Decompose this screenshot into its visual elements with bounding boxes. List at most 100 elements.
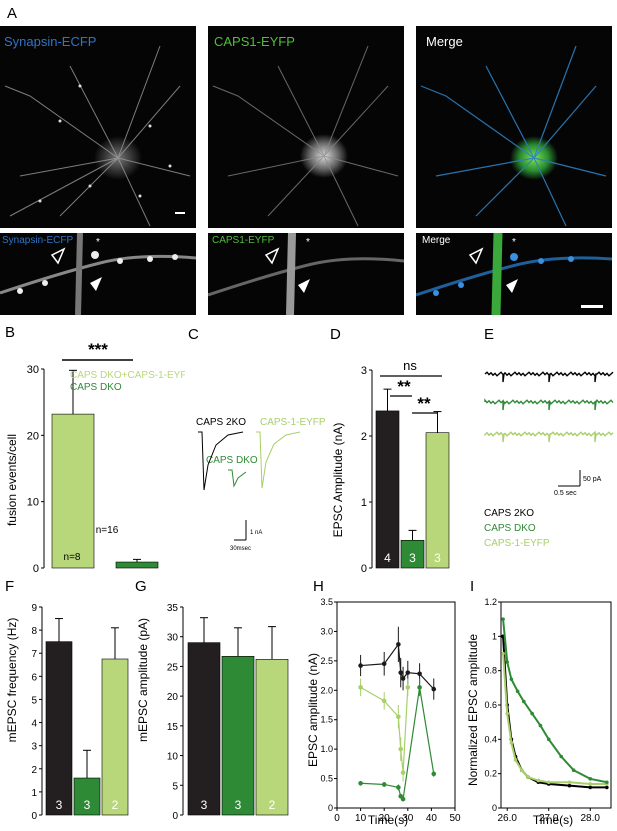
panel-letter-g: G [135, 578, 147, 595]
data-point [431, 771, 437, 777]
label-c-dko: CAPS DKO [206, 455, 258, 466]
data-point [588, 785, 593, 790]
y-tick-label: 0 [361, 563, 367, 575]
panel-letter-c: C [188, 326, 199, 343]
n-label: 2 [269, 798, 276, 812]
data-point [536, 778, 541, 783]
bar-0 [45, 641, 73, 816]
y-tick-label: 5 [172, 781, 178, 792]
label-caps1-bottom: CAPS1-EYFP [212, 235, 275, 246]
y-tick-label: 8 [31, 626, 37, 637]
chart-b-ylabel: fusion events/cell [5, 434, 19, 526]
label-synapsin-top: Synapsin-ECFP [4, 34, 97, 49]
scale-e-x: 0.5 sec [554, 490, 577, 497]
bar-2 [255, 658, 289, 816]
y-tick-label: 20 [27, 430, 39, 442]
neuron-image [212, 45, 399, 227]
y-tick-label: 2 [361, 431, 367, 443]
data-point [588, 777, 593, 781]
data-point [501, 651, 505, 656]
dendrite-image [0, 233, 196, 315]
micrograph-merge-zoom: Merge * [416, 233, 612, 315]
chart-i-xlabel: Time(s) [533, 813, 573, 827]
data-point [522, 699, 526, 704]
n-label: 2 [112, 798, 119, 812]
chart-b: fusion events/cell 0 10 20 30 *** CAPS DKO+… [5, 340, 185, 575]
data-point [400, 676, 406, 681]
bar-0 [375, 410, 400, 569]
data-point [358, 780, 363, 786]
label-merge-bottom: Merge [422, 235, 451, 246]
legend-e-rescue: CAPS-1-EYFP [484, 538, 550, 549]
chart-g: mEPSC amplitude (pA) 0 5 10 15 20 25 30 35 3 3 2 [136, 603, 289, 822]
data-point [396, 714, 401, 720]
bar-2 [101, 658, 129, 816]
label-merge-top: Merge [426, 34, 463, 49]
x-tick-label: 20 [379, 813, 391, 824]
series-line-1 [360, 686, 409, 773]
y-tick-label: 4 [31, 719, 37, 730]
scale-e-y: 50 pA [583, 476, 602, 483]
y-tick-label: 1.0 [320, 744, 333, 754]
panel-letter-f: F [5, 578, 15, 595]
bar-1 [221, 656, 255, 816]
data-point [396, 642, 401, 647]
trace-c-dko [228, 469, 247, 488]
data-point [381, 698, 387, 704]
neuron-image [420, 45, 607, 227]
bar-1 [400, 539, 425, 569]
ns-label: ns [403, 358, 417, 373]
data-point [381, 782, 387, 787]
asterisk-marker: * [96, 237, 100, 248]
significance-stars: *** [88, 340, 108, 359]
y-tick-label: 25 [167, 662, 179, 673]
data-point [405, 685, 411, 690]
data-point [431, 686, 437, 692]
y-tick-label: 7 [31, 649, 37, 660]
micrograph-caps1-zoom: CAPS1-EYFP * [208, 233, 404, 315]
label-synapsin-bottom: Synapsin-ECFP [2, 235, 74, 246]
asterisk-marker: * [306, 237, 310, 248]
y-tick-label: 0 [328, 803, 333, 813]
y-tick-label: 9 [31, 603, 37, 614]
chart-g-ylabel: mEPSC amplitude (pA) [136, 618, 150, 742]
chart-f-ylabel: mEPSC frequency (Hz) [5, 618, 19, 743]
bar-0 [51, 413, 95, 569]
y-tick-label: 0.6 [484, 700, 497, 710]
data-point [398, 746, 404, 752]
data-point [567, 780, 572, 785]
y-tick-label: 30 [27, 364, 39, 376]
x-tick-label: 27.0 [539, 813, 559, 824]
chart-d-ylabel: EPSC Amplitude (nA) [331, 423, 345, 538]
stars-d-1: ** [397, 377, 411, 396]
data-point [530, 711, 534, 716]
chart-h: EPSC amplitude (nA) Time(s) 0 10 20 30 40 50 0… [306, 597, 461, 827]
data-point [505, 660, 510, 664]
n-label: 3 [84, 798, 91, 812]
data-point [398, 670, 404, 675]
panel-e-traces: 50 pA 0.5 sec CAPS 2KO CAPS DKO CAPS-1-E… [484, 371, 614, 549]
data-point [567, 783, 572, 788]
data-point [417, 671, 422, 677]
label-c-2ko: CAPS 2KO [196, 417, 246, 428]
data-point [400, 770, 406, 775]
y-tick-label: 0 [31, 811, 37, 822]
data-point [501, 617, 505, 621]
label-c-rescue: CAPS-1-EYFP [260, 417, 326, 428]
y-tick-label: 0 [172, 811, 178, 822]
trace-e-1 [484, 398, 614, 411]
data-point [519, 768, 524, 773]
micrograph-synapsin-zoom: Synapsin-ECFP * [0, 233, 196, 315]
data-point [505, 711, 510, 716]
chart-i: Normalized EPSC amplitude Time(s) 26.0 27… [466, 597, 612, 827]
chart-i-ylabel: Normalized EPSC amplitude [466, 634, 480, 786]
y-tick-label: 1.5 [320, 715, 333, 725]
chart-f: mEPSC frequency (Hz) 0 1 2 3 4 5 6 7 8 9 3 3 2 [5, 603, 129, 822]
data-point [513, 758, 518, 762]
data-point [509, 740, 514, 745]
y-tick-label: 0.8 [484, 666, 497, 676]
n-label: 3 [235, 798, 242, 812]
y-tick-label: 15 [167, 722, 179, 733]
y-tick-label: 1 [31, 788, 37, 799]
y-tick-label: 1.2 [484, 597, 497, 607]
